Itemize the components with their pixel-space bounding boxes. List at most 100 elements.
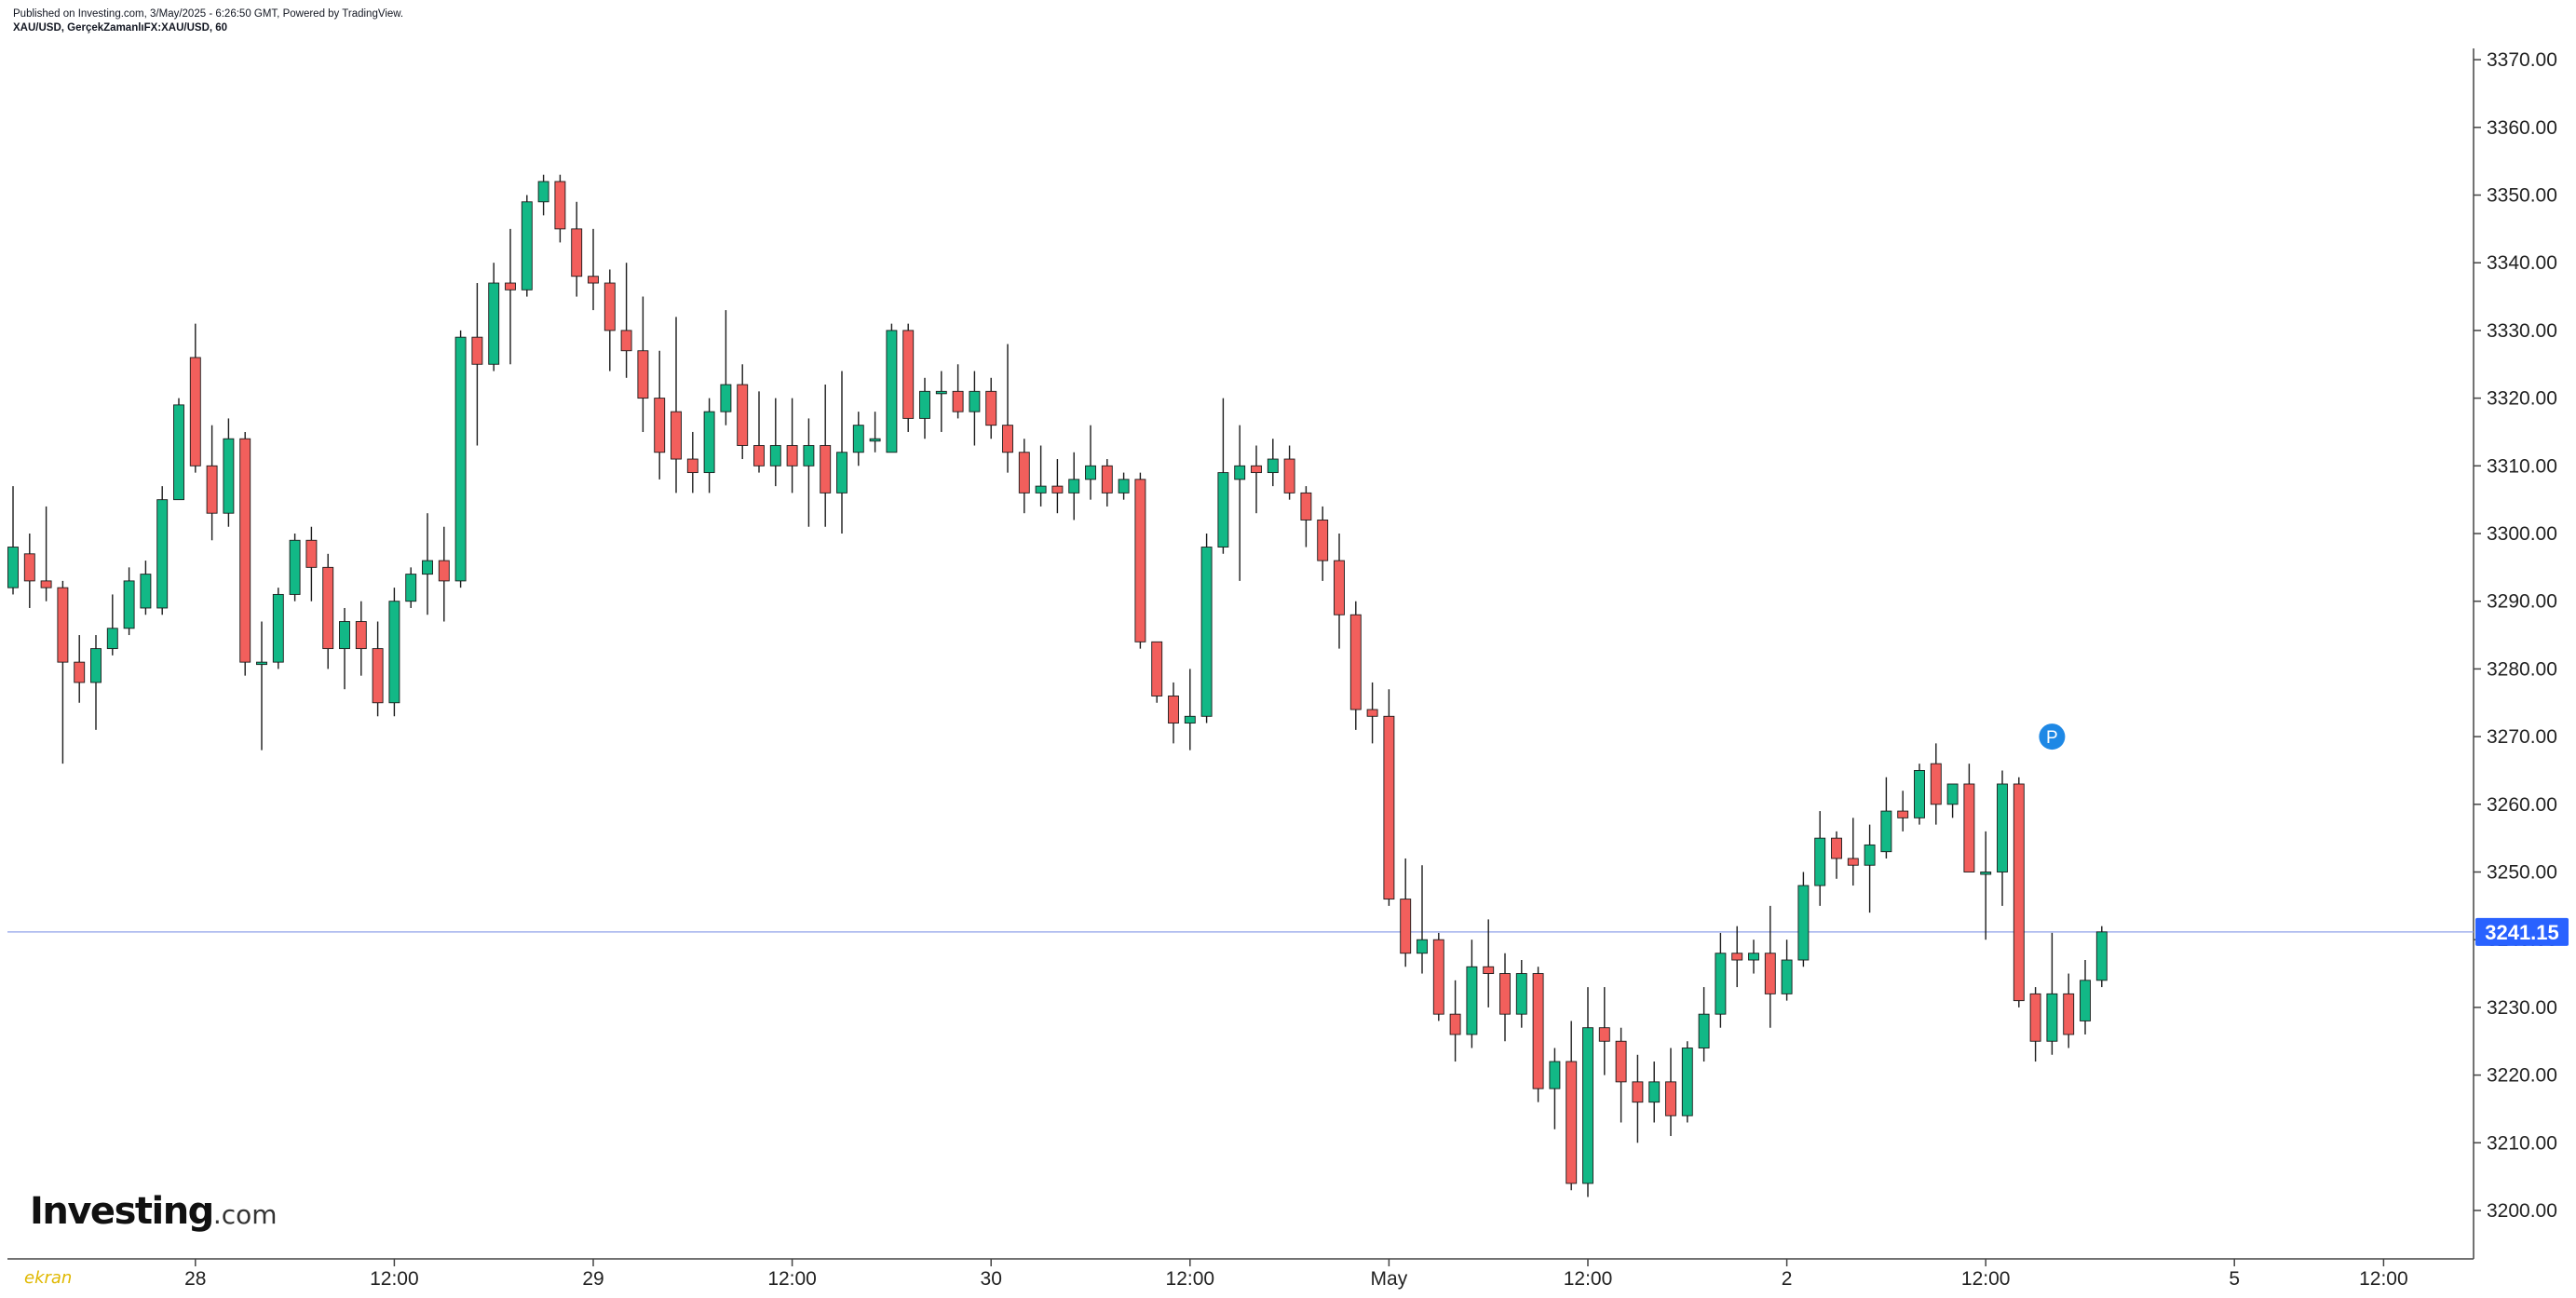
candle-body-down[interactable] [1300, 492, 1312, 521]
event-marker-p[interactable] [2039, 723, 2066, 750]
candle-body-up[interactable] [869, 438, 881, 442]
candle-body-down[interactable] [1764, 953, 1776, 994]
candle-body-down[interactable] [1598, 1027, 1610, 1042]
candle-body-down[interactable] [1366, 709, 1378, 717]
candle-body-up[interactable] [1267, 458, 1279, 474]
candle-body-down[interactable] [1168, 696, 1179, 724]
candle-body-down[interactable] [189, 357, 201, 466]
candle-body-down[interactable] [57, 587, 69, 663]
candle-body-up[interactable] [1549, 1061, 1561, 1089]
candle-body-up[interactable] [1582, 1027, 1593, 1184]
candle-body-up[interactable] [1997, 783, 2008, 872]
candle-body-down[interactable] [637, 350, 649, 399]
candle-body-down[interactable] [1002, 425, 1013, 453]
candle-body-up[interactable] [803, 445, 815, 466]
candle-body-down[interactable] [620, 330, 632, 352]
candle-body-up[interactable] [289, 539, 301, 595]
candle-body-down[interactable] [438, 560, 450, 582]
candle-body-down[interactable] [1432, 939, 1444, 1015]
candle-body-down[interactable] [1930, 763, 1942, 805]
candle-body-down[interactable] [74, 661, 86, 683]
candle-body-down[interactable] [505, 282, 516, 291]
candle-body-up[interactable] [836, 452, 847, 494]
candle-body-up[interactable] [1466, 966, 1478, 1035]
candle-body-up[interactable] [1068, 479, 1080, 494]
candle-body-up[interactable] [388, 601, 400, 704]
candle-body-down[interactable] [1101, 465, 1113, 494]
candle-body-down[interactable] [23, 553, 35, 582]
candle-body-up[interactable] [1946, 783, 1959, 805]
candle-body-up[interactable] [769, 445, 781, 466]
candle-body-up[interactable] [2080, 980, 2091, 1021]
candle-body-up[interactable] [969, 390, 981, 412]
candle-body-up[interactable] [1234, 465, 1246, 480]
candle-body-down[interactable] [305, 539, 318, 568]
candle-body-down[interactable] [737, 384, 749, 446]
candle-body-down[interactable] [571, 228, 583, 277]
candle-body-down[interactable] [1831, 837, 1842, 859]
candle-body-up[interactable] [90, 648, 102, 683]
candle-body-down[interactable] [206, 465, 218, 514]
candle-body-up[interactable] [1781, 959, 1793, 994]
candle-body-up[interactable] [7, 547, 19, 588]
candle-body-down[interactable] [355, 621, 367, 650]
candle-body-down[interactable] [1449, 1013, 1461, 1035]
candle-body-up[interactable] [1085, 465, 1096, 480]
candle-body-up[interactable] [405, 574, 417, 602]
candle-body-up[interactable] [272, 593, 284, 663]
candle-body-down[interactable] [1847, 858, 1859, 866]
candle-body-down[interactable] [1317, 520, 1329, 561]
candle-body-up[interactable] [1217, 472, 1229, 548]
candle-body-down[interactable] [1632, 1081, 1644, 1103]
candle-body-up[interactable] [140, 574, 152, 609]
candle-body-up[interactable] [919, 390, 930, 419]
candle-body-down[interactable] [239, 438, 251, 663]
candle-body-down[interactable] [1566, 1061, 1578, 1184]
candle-body-down[interactable] [1151, 641, 1163, 696]
candle-body-down[interactable] [753, 445, 765, 466]
candle-body-down[interactable] [1897, 810, 1909, 818]
candle-body-down[interactable] [786, 445, 798, 466]
candle-body-up[interactable] [1814, 837, 1826, 886]
candle-body-up[interactable] [1681, 1048, 1693, 1116]
candle-body-down[interactable] [654, 398, 666, 453]
candle-body-down[interactable] [671, 411, 682, 460]
candle-body-up[interactable] [106, 628, 118, 650]
candle-body-down[interactable] [322, 566, 334, 650]
candle-body-up[interactable] [1417, 939, 1428, 954]
candle-body-down[interactable] [588, 276, 599, 284]
candle-body-up[interactable] [1515, 973, 1527, 1015]
candle-body-up[interactable] [1797, 885, 1810, 961]
candle-body-up[interactable] [1980, 872, 1992, 875]
candle-body-up[interactable] [173, 404, 184, 501]
candle-body-up[interactable] [123, 580, 135, 629]
candle-body-up[interactable] [156, 499, 169, 609]
candle-body-up[interactable] [256, 661, 267, 666]
candle-body-up[interactable] [422, 560, 433, 575]
candle-body-up[interactable] [223, 438, 235, 514]
candle-body-up[interactable] [488, 282, 500, 365]
candle-body-up[interactable] [339, 621, 350, 650]
candle-body-down[interactable] [372, 648, 384, 704]
candle-body-up[interactable] [521, 201, 533, 291]
candle-body-down[interactable] [40, 580, 52, 588]
candle-body-up[interactable] [703, 411, 715, 474]
candle-body-down[interactable] [2063, 993, 2075, 1035]
candle-body-up[interactable] [1648, 1081, 1661, 1103]
candle-body-up[interactable] [537, 181, 549, 203]
candle-body-up[interactable] [935, 390, 947, 395]
candle-body-down[interactable] [1051, 485, 1064, 494]
candle-body-down[interactable] [985, 390, 997, 426]
candle-body-down[interactable] [603, 282, 616, 331]
candle-body-up[interactable] [1748, 953, 1759, 961]
candle-body-down[interactable] [820, 445, 832, 494]
candle-body-up[interactable] [1715, 953, 1727, 1015]
candle-body-down[interactable] [2029, 993, 2041, 1042]
candle-body-down[interactable] [1018, 452, 1030, 494]
candle-body-down[interactable] [1963, 783, 1975, 872]
candle-body-up[interactable] [1864, 844, 1876, 866]
candle-body-down[interactable] [1499, 973, 1511, 1015]
candle-body-down[interactable] [686, 458, 698, 474]
candle-body-down[interactable] [1400, 899, 1412, 954]
